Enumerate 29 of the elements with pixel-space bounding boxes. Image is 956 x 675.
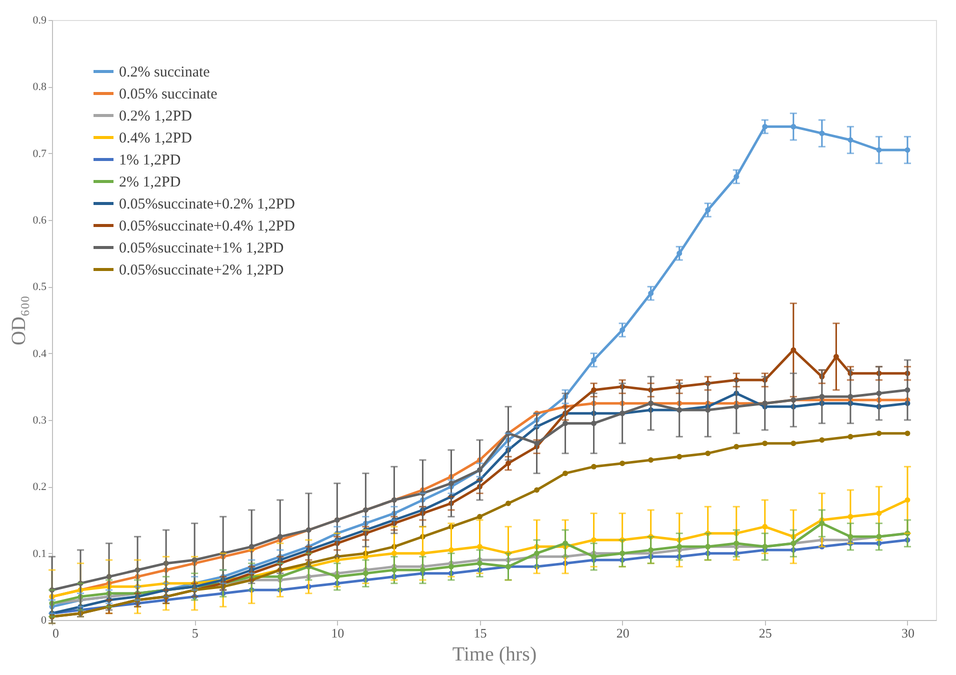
y-tick-label: 0.9 xyxy=(32,14,47,26)
legend-label: 0.05% succinate xyxy=(119,86,218,102)
legend-label: 0.05%succinate+1% 1,2PD xyxy=(119,240,284,256)
x-tick-label: 0 xyxy=(52,626,59,640)
legend-label: 0.05%succinate+0.4% 1,2PD xyxy=(119,218,296,234)
legend-label: 0.05%succinate+0.2% 1,2PD xyxy=(119,196,296,212)
legend-label: 0.05%succinate+2% 1,2PD xyxy=(119,262,284,278)
x-tick-label: 30 xyxy=(901,626,914,640)
legend-label: 2% 1,2PD xyxy=(119,174,181,190)
y-tick-label: 0.2 xyxy=(32,481,46,494)
y-tick-label: 0.1 xyxy=(32,548,46,560)
legend-label: 0.2% succinate xyxy=(119,64,210,80)
x-tick-label: 10 xyxy=(331,626,344,640)
legend-label: 1% 1,2PD xyxy=(119,152,181,168)
legend-label: 0.4% 1,2PD xyxy=(119,130,192,146)
legend-label: 0.2% 1,2PD xyxy=(119,108,192,124)
y-tick-label: 0.6 xyxy=(32,214,47,226)
x-axis-title: Time (hrs) xyxy=(452,644,537,666)
x-tick-label: 25 xyxy=(758,626,772,640)
y-tick-label: 0.3 xyxy=(32,414,47,426)
x-tick-label: 20 xyxy=(616,626,630,640)
y-tick-label: 0.5 xyxy=(32,281,47,294)
y-tick-label: 0.7 xyxy=(32,148,47,160)
y-tick-label: 0.4 xyxy=(32,348,47,360)
x-tick-label: 15 xyxy=(474,626,487,640)
y-tick-label: 0.8 xyxy=(32,81,47,94)
y-tick-label: 0 xyxy=(41,614,47,626)
y-axis-title: OD₆₀₀ xyxy=(8,296,30,346)
x-tick-label: 5 xyxy=(192,626,198,640)
